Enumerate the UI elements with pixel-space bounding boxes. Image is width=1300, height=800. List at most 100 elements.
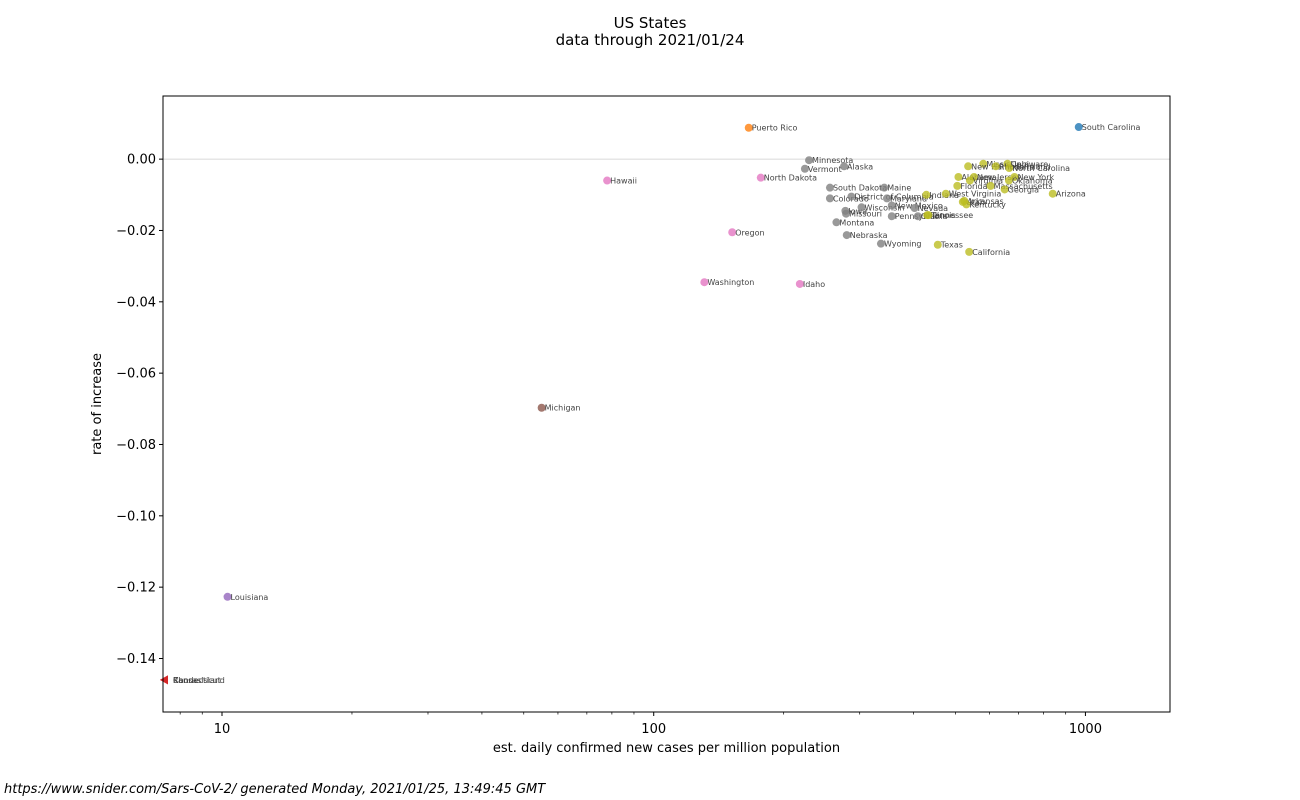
data-point [800,164,809,173]
point-label: Puerto Rico [752,124,798,133]
point-label: Massachusetts [994,182,1053,191]
data-point [805,156,814,165]
data-point [847,192,856,201]
data-point [986,181,995,190]
data-point [857,203,866,212]
data-point [1000,185,1009,194]
y-tick-label: −0.08 [116,438,156,453]
chart-subtitle: data through 2021/01/24 [556,31,745,49]
data-point [924,211,933,220]
point-label: North Carolina [1012,164,1070,173]
x-tick-label: 100 [641,722,666,737]
data-point [910,204,919,212]
data-point [880,183,889,192]
point-label: Delaware [1011,160,1049,169]
data-point [842,231,851,240]
point-label: New Hampshire [971,162,1034,171]
point-label: Kentucky [969,200,1006,209]
data-point [962,200,971,209]
data-point [979,159,988,168]
data-point [825,183,834,192]
scatter-chart: US States data through 2021/01/24 South … [90,14,1171,756]
offscale-point-label: Kansas [173,676,201,685]
point-label: Oklahoma [1012,177,1053,186]
data-point [922,190,931,199]
data-point [223,592,232,601]
point-label: Nevada [918,204,949,213]
point-label: New Jersey [977,173,1022,182]
point-label: New Mexico [895,202,943,211]
offscale-point-label: Rhode Island [173,676,225,685]
point-label: New York [1017,173,1054,182]
data-point [840,162,849,171]
y-tick-label: −0.14 [116,652,156,667]
point-label: Michigan [545,404,581,413]
y-tick-label: −0.06 [116,367,156,382]
point-label: California [972,248,1010,257]
x-axis-label: est. daily confirmed new cases per milli… [493,741,840,756]
point-label: Tennessee [930,211,973,220]
point-label: Wisconsin [865,203,905,212]
point-label: Virginia [973,177,1003,186]
data-point [842,209,851,218]
point-label: Maine [887,184,911,193]
y-tick-label: −0.02 [116,224,156,239]
point-label: Montana [839,218,874,227]
point-label: Missouri [849,210,882,219]
data-point [1005,164,1014,173]
point-label: Wyoming [884,240,922,249]
data-point [964,162,973,171]
point-label: Texas [940,241,963,250]
point-label: Iowa [848,207,867,216]
data-point [991,162,1000,171]
point-label: Louisiana [231,593,269,602]
offscale-point-label: Connecticut [173,676,221,685]
data-point [887,212,896,221]
point-label: North Dakota [764,174,817,183]
point-label: Maryland [890,194,927,203]
data-point [603,176,612,185]
data-point [832,218,841,227]
data-point [965,247,974,256]
y-axis-label: rate of increase [90,353,105,455]
point-label: South Carolina [1082,123,1141,132]
data-point [941,189,950,198]
point-label: Hawaii [610,177,637,186]
y-tick-label: −0.10 [116,509,156,524]
point-label: Alabama [961,173,996,182]
x-tick-label: 1000 [1069,722,1102,737]
data-point [882,194,891,203]
chart-title: US States [614,14,687,32]
offscale-marker [160,675,168,685]
y-tick-label: −0.04 [116,295,156,310]
data-point [933,240,942,249]
data-point [965,176,974,185]
data-point [1074,123,1083,132]
point-label: South Dakota [833,184,887,193]
data-point [953,181,962,190]
data-point [876,239,885,248]
point-label: Georgia [1008,185,1039,194]
point-label: West Virginia [949,190,1001,199]
point-label: Minnesota [812,156,853,165]
data-point [744,123,753,132]
plot-area: South Carolina Puerto Rico Hawaii North Dak… [160,123,1170,685]
point-label: Nebraska [850,231,888,240]
data-point [537,403,546,412]
point-label: Illinois [930,211,955,220]
point-label: Alaska [847,162,873,171]
y-tick-label: −0.12 [116,581,156,596]
point-label: Oregon [735,228,764,237]
plot-frame [162,95,1171,713]
y-tick-label: 0.00 [127,153,156,168]
data-point [1004,176,1013,185]
data-point [795,279,804,288]
point-label: Florida [960,182,987,191]
data-point [728,228,737,237]
point-label: Vermont [808,165,842,174]
point-label: Arkansas [967,197,1003,206]
point-label: Washington [707,278,754,287]
footer-caption: https://www.snider.com/Sars-CoV-2/ gener… [4,782,546,797]
data-point [700,278,709,287]
point-label: Arizona [1056,190,1086,199]
